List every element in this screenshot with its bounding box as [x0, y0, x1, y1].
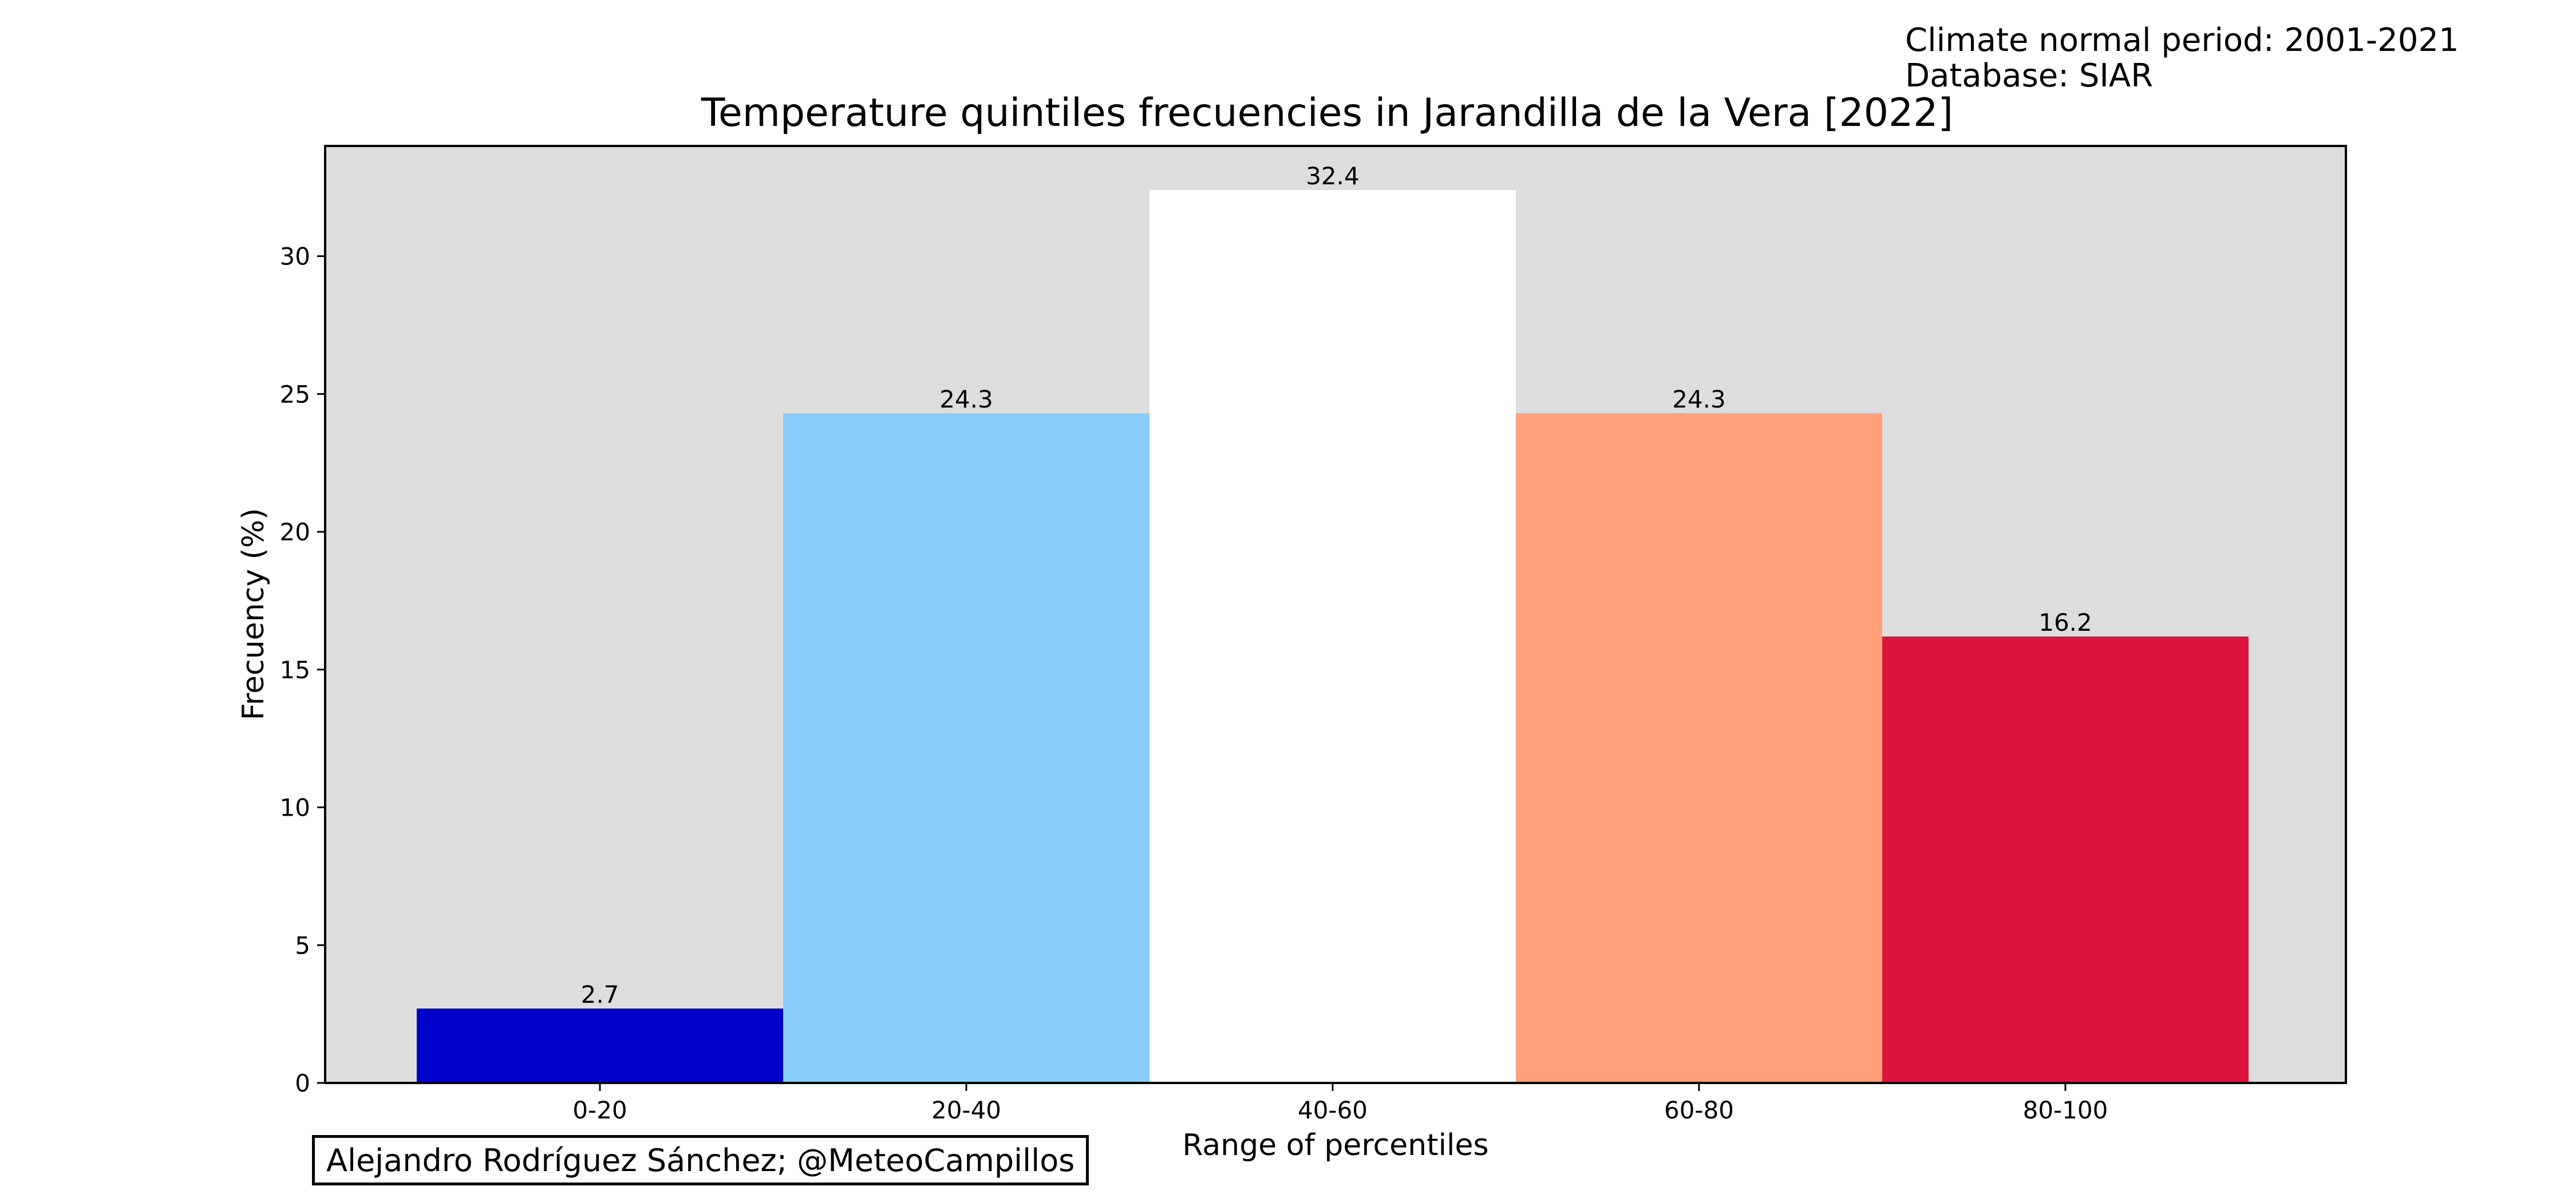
x-axis-ticks: 0-20 20-40 40-60 60-80 80-100: [572, 1083, 2108, 1124]
bar-80-100: [1882, 636, 2249, 1083]
y-tick-label-5: 5: [295, 931, 310, 959]
credit-text: Alejandro Rodríguez Sánchez; @MeteoCampi…: [326, 1142, 1075, 1179]
y-tick-label-20: 20: [280, 518, 310, 546]
data-label-0-20: 2.7: [581, 980, 619, 1009]
chart-title: Temperature quintiles frecuencies in Jar…: [701, 90, 1954, 136]
plot-frame: [324, 145, 2347, 1084]
data-label-60-80: 24.3: [1672, 385, 1726, 413]
y-tick-label-15: 15: [280, 656, 310, 684]
data-label-20-40: 24.3: [939, 385, 993, 413]
x-axis-label: Range of percentiles: [1182, 1128, 1488, 1163]
bar-60-80: [1516, 413, 1882, 1083]
y-axis-label: Frecuency (%): [236, 508, 271, 721]
bars-layer: [417, 190, 2249, 1084]
credit-box: Alejandro Rodríguez Sánchez; @MeteoCampi…: [312, 1135, 1089, 1185]
y-tick-label-0: 0: [295, 1069, 310, 1097]
data-labels-layer: 2.7 24.3 32.4 24.3 16.2: [581, 162, 2092, 1009]
y-axis-ticks: 0 5 10 15 20 25 30: [280, 243, 325, 1097]
data-label-40-60: 32.4: [1306, 162, 1360, 190]
database-label: Database: SIAR: [1905, 57, 2154, 94]
bar-0-20: [417, 1009, 783, 1083]
x-tick-label-20-40: 20-40: [931, 1096, 1001, 1124]
y-tick-label-10: 10: [280, 794, 310, 822]
data-label-80-100: 16.2: [2038, 608, 2092, 636]
y-tick-label-30: 30: [280, 243, 310, 271]
y-tick-label-25: 25: [280, 380, 310, 408]
x-tick-label-60-80: 60-80: [1664, 1096, 1734, 1124]
bar-20-40: [783, 413, 1149, 1083]
bar-40-60: [1149, 190, 1516, 1084]
x-tick-label-0-20: 0-20: [572, 1096, 627, 1124]
x-tick-label-80-100: 80-100: [2023, 1096, 2108, 1124]
normal-period-label: Climate normal period: 2001-2021: [1905, 22, 2459, 59]
x-tick-label-40-60: 40-60: [1298, 1096, 1368, 1124]
